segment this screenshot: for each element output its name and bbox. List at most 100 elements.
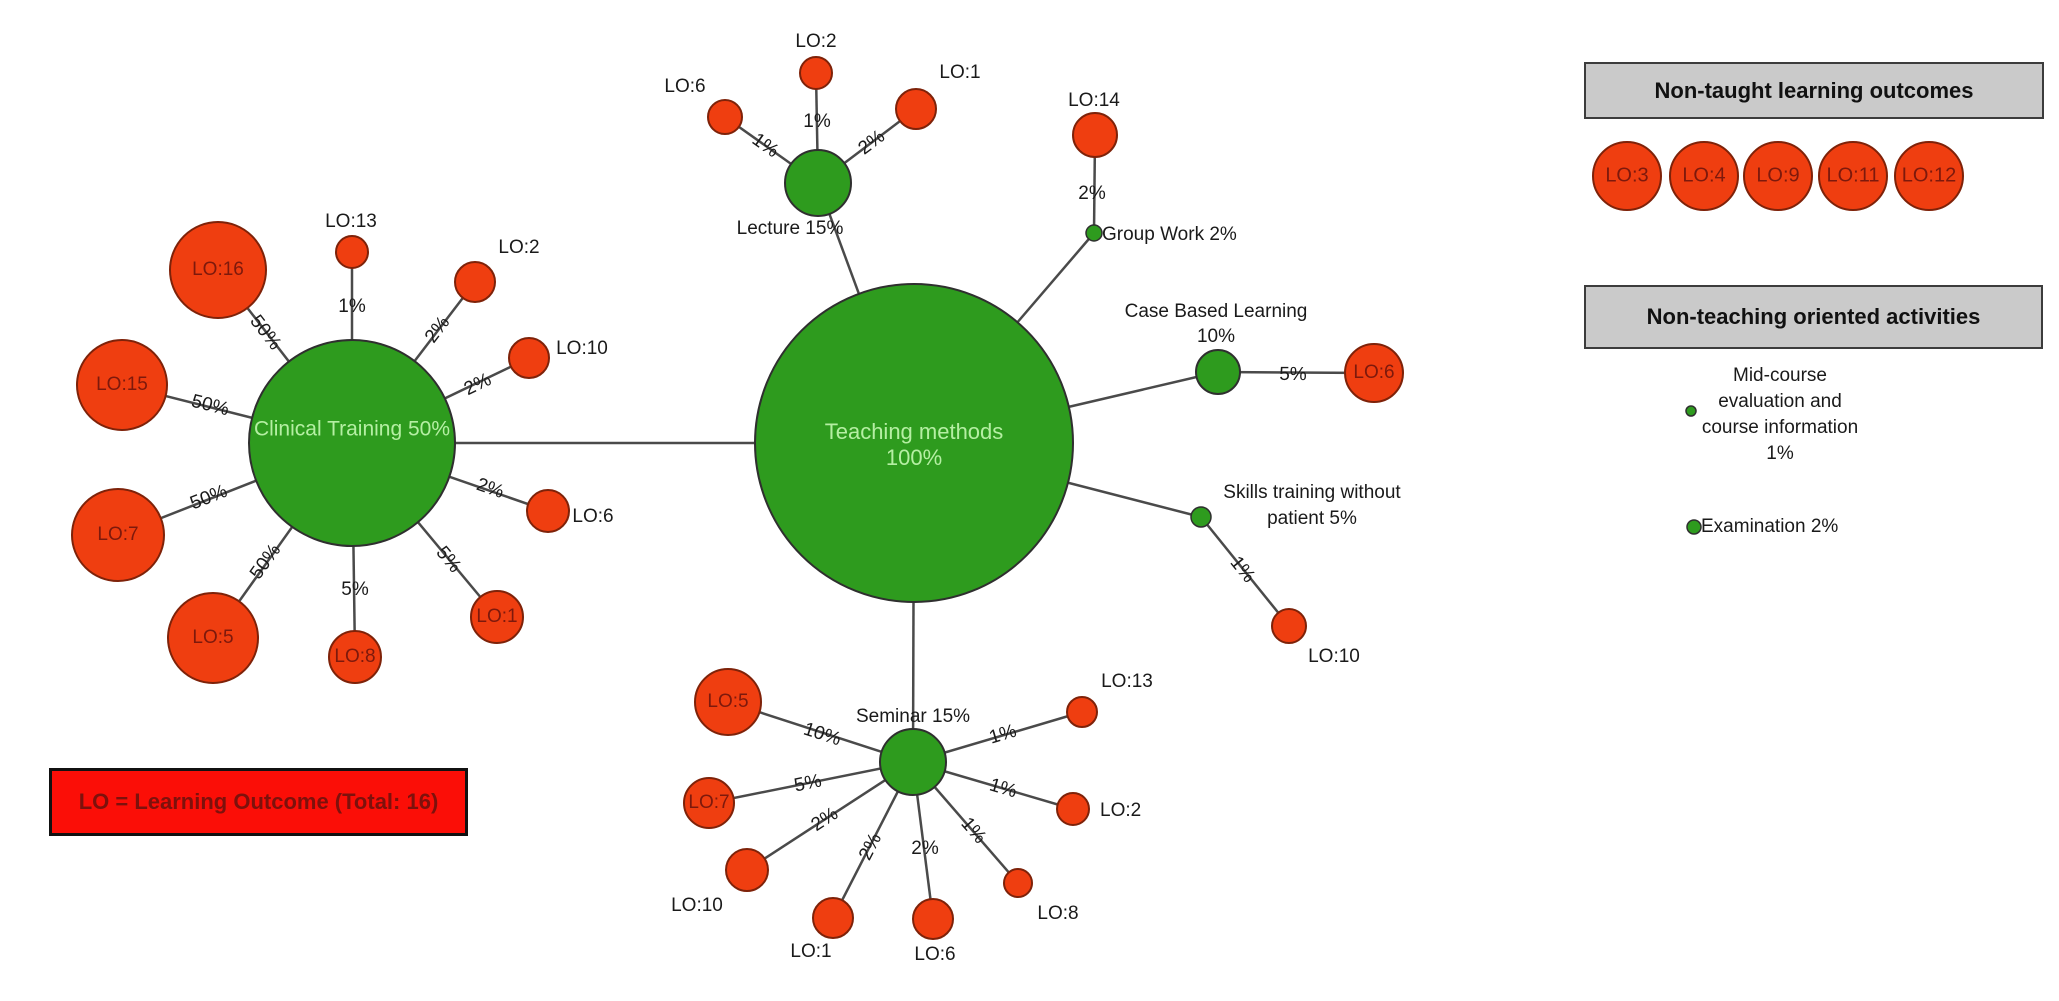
node-g-lo14 [1072, 112, 1118, 158]
edge-label-seminar-se-lo5: 10% [801, 719, 844, 751]
node-se-lo7 [683, 777, 735, 829]
non-taught-panel-header: Non-taught learning outcomes [1584, 62, 2044, 119]
label-l-lo6-label: LO:6 [664, 76, 705, 97]
node-label-teaching: 100% [886, 445, 942, 470]
node-s-lo10 [1271, 608, 1307, 644]
node-se-lo2 [1056, 792, 1090, 826]
node-se-lo5 [694, 668, 762, 736]
node-c-lo10 [508, 337, 550, 379]
label-se-lo8-label: LO:8 [1037, 903, 1078, 924]
edge-label-lecture-l-lo1: 2% [854, 126, 889, 159]
label-midcourse-text: 1% [1766, 443, 1794, 464]
edge-seminar-se-lo7 [708, 760, 914, 805]
node-label-p-lo4: LO:4 [1682, 164, 1725, 186]
node-p-lo12 [1894, 141, 1964, 211]
node-label-c-lo1: LO:1 [476, 606, 517, 627]
node-se-lo13 [1066, 696, 1098, 728]
node-se-lo10 [725, 848, 769, 892]
node-label-teaching: Teaching methods [825, 419, 1004, 444]
label-midcourse-text: Mid-course [1733, 365, 1827, 386]
non-teaching-panel-header: Non-teaching oriented activities [1584, 285, 2043, 349]
label-midcourse-text: evaluation and [1718, 391, 1842, 412]
label-skills-title: patient 5% [1267, 508, 1357, 529]
node-c-lo16 [169, 221, 267, 319]
edge-label-groupwork-g-lo14: 2% [1078, 183, 1106, 204]
node-c-lo8 [328, 630, 382, 684]
node-se-lo6 [912, 898, 954, 940]
edge-label-lecture-l-lo6: 1% [748, 129, 783, 162]
edge-label-seminar-se-lo2: 1% [987, 775, 1019, 803]
edge-label-clinical-c-lo15: 50% [189, 391, 231, 421]
edge-label-clinical-c-lo10: 2% [461, 369, 495, 400]
node-seminar [879, 728, 947, 796]
edge-label-seminar-se-lo13: 1% [987, 721, 1019, 749]
node-l-lo6 [707, 99, 743, 135]
node-teaching [754, 283, 1074, 603]
edge-skills-s-lo10 [1200, 516, 1290, 627]
node-cbl [1195, 349, 1241, 395]
node-exam-dot [1686, 519, 1702, 535]
edge-label-seminar-se-lo1: 2% [855, 830, 886, 864]
label-c-lo10-label: LO:10 [556, 338, 608, 359]
node-skills [1190, 506, 1212, 528]
edge-label-seminar-se-lo6: 2% [911, 838, 939, 859]
edge-label-lecture-l-lo2: 1% [803, 111, 831, 132]
node-c-lo6 [526, 489, 570, 533]
edge-label-seminar-se-lo7: 5% [792, 770, 823, 796]
lo-legend-box: LO = Learning Outcome (Total: 16) [49, 768, 468, 836]
node-l-lo1 [895, 88, 937, 130]
label-g-lo14-label: LO:14 [1068, 90, 1120, 111]
node-label-p-lo11: LO:11 [1827, 164, 1880, 186]
edge-label-clinical-c-lo6: 2% [474, 474, 507, 503]
node-label-p-lo12: LO:12 [1902, 164, 1956, 186]
node-c-lo1 [470, 590, 524, 644]
node-label-p-lo9: LO:9 [1756, 164, 1799, 186]
node-label-c-lo7: LO:7 [97, 524, 138, 545]
node-groupwork [1085, 224, 1103, 242]
node-label-c-lo5: LO:5 [192, 627, 233, 648]
node-c-lo13 [335, 235, 369, 269]
label-s-lo10-label: LO:10 [1308, 646, 1360, 667]
label-l-lo1-label: LO:1 [939, 62, 980, 83]
node-p-lo11 [1818, 141, 1888, 211]
label-groupwork-title: Group Work 2% [1102, 224, 1237, 245]
node-label-c-lo16: LO:16 [192, 259, 244, 280]
label-se-lo1-label: LO:1 [790, 941, 831, 962]
node-label-se-lo5: LO:5 [707, 691, 748, 712]
node-p-lo4 [1669, 141, 1739, 211]
node-p-lo9 [1743, 141, 1813, 211]
label-lecture-title: Lecture 15% [737, 218, 844, 239]
edge-label-clinical-c-lo7: 50% [187, 481, 230, 515]
node-label-c-lo15: LO:15 [96, 374, 148, 395]
node-c-lo7 [71, 488, 165, 582]
edge-label-clinical-c-lo13: 1% [338, 296, 366, 317]
node-c-lo2 [454, 261, 496, 303]
label-skills-title: Skills training without [1223, 482, 1401, 503]
node-p-lo3 [1592, 141, 1662, 211]
label-seminar-title: Seminar 15% [856, 706, 970, 727]
edge-label-seminar-se-lo10: 2% [807, 803, 842, 836]
label-exam-text: Examination 2% [1701, 516, 1838, 537]
label-c-lo6-label: LO:6 [572, 506, 613, 527]
node-clinical [248, 339, 456, 547]
node-midcourse-dot [1685, 405, 1697, 417]
node-lecture [784, 149, 852, 217]
label-cbl-title: Case Based Learning [1125, 301, 1308, 322]
label-se-lo13-label: LO:13 [1101, 671, 1153, 692]
label-c-lo13-label: LO:13 [325, 211, 377, 232]
label-cbl-title: 10% [1197, 326, 1235, 347]
node-label-cb-lo6: LO:6 [1353, 362, 1394, 383]
label-midcourse-text: course information [1702, 417, 1858, 438]
node-se-lo8 [1003, 868, 1033, 898]
edge-label-cbl-cb-lo6: 5% [1279, 364, 1307, 385]
node-label-se-lo7: LO:7 [688, 792, 729, 813]
node-c-lo5 [167, 592, 259, 684]
label-se-lo6-label: LO:6 [914, 944, 955, 965]
node-label-clinical: Clinical Training 50% [254, 418, 450, 441]
node-l-lo2 [799, 56, 833, 90]
node-se-lo1 [812, 897, 854, 939]
label-l-lo2-label: LO:2 [795, 31, 836, 52]
label-se-lo2-label: LO:2 [1100, 800, 1141, 821]
